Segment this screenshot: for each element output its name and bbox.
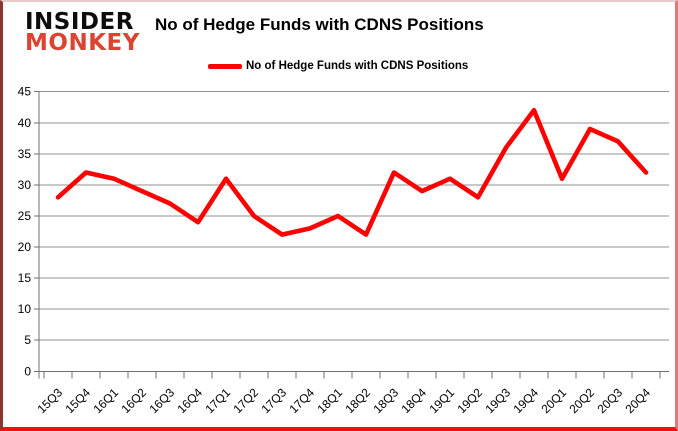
y-axis-label: 5 <box>24 333 31 347</box>
x-axis-label: 16Q2 <box>118 385 149 416</box>
y-axis-label: 30 <box>18 178 32 192</box>
x-axis-label: 19Q3 <box>482 385 513 416</box>
x-axis-label: 19Q2 <box>454 385 485 416</box>
series-line <box>55 108 649 237</box>
logo-line-monkey: MONKEY <box>25 30 140 56</box>
chart-title: No of Hedge Funds with CDNS Positions <box>155 15 484 34</box>
legend-label: No of Hedge Funds with CDNS Positions <box>246 60 469 72</box>
logo-line-insider: INSIDER <box>25 9 134 35</box>
x-axis-label: 20Q3 <box>594 385 625 416</box>
x-axis-label: 19Q4 <box>510 385 541 416</box>
x-axis-label: 18Q3 <box>370 385 401 416</box>
x-axis-label: 20Q1 <box>538 385 569 416</box>
x-axis-label: 17Q2 <box>230 385 261 416</box>
x-axis-label: 18Q2 <box>342 385 373 416</box>
x-axis-label: 20Q4 <box>622 385 653 416</box>
y-axis-label: 35 <box>18 147 32 161</box>
legend: No of Hedge Funds with CDNS Positions <box>208 60 468 72</box>
chart-svg: 0 5 10 15 20 25 30 35 40 45 15Q315Q416Q116Q216Q316… <box>18 85 669 416</box>
x-axis-label: 16Q3 <box>146 385 177 416</box>
x-axis-label: 17Q3 <box>258 385 289 416</box>
y-axis-label: 15 <box>18 271 32 285</box>
x-axis-label: 16Q1 <box>90 385 121 416</box>
y-axis-label: 40 <box>18 116 32 130</box>
x-axis-label: 18Q1 <box>314 385 345 416</box>
y-axis-label: 0 <box>24 364 31 378</box>
x-axis-label: 20Q2 <box>566 385 597 416</box>
y-axis-label: 10 <box>18 302 32 316</box>
y-axis-label: 45 <box>18 85 32 99</box>
x-axis-label: 16Q4 <box>174 385 205 416</box>
y-axis-label: 25 <box>18 209 32 223</box>
x-axis-label: 19Q1 <box>426 385 457 416</box>
x-axis-label: 17Q4 <box>286 385 317 416</box>
x-axis-label: 18Q4 <box>398 385 429 416</box>
x-axis-label: 15Q3 <box>34 385 65 416</box>
legend-line-swatch <box>208 63 242 69</box>
x-axis-label: 17Q1 <box>202 385 233 416</box>
y-axis-label: 20 <box>18 240 32 254</box>
insider-monkey-logo: INSIDER MONKEY <box>25 10 140 55</box>
x-axis-label: 15Q4 <box>62 385 93 416</box>
